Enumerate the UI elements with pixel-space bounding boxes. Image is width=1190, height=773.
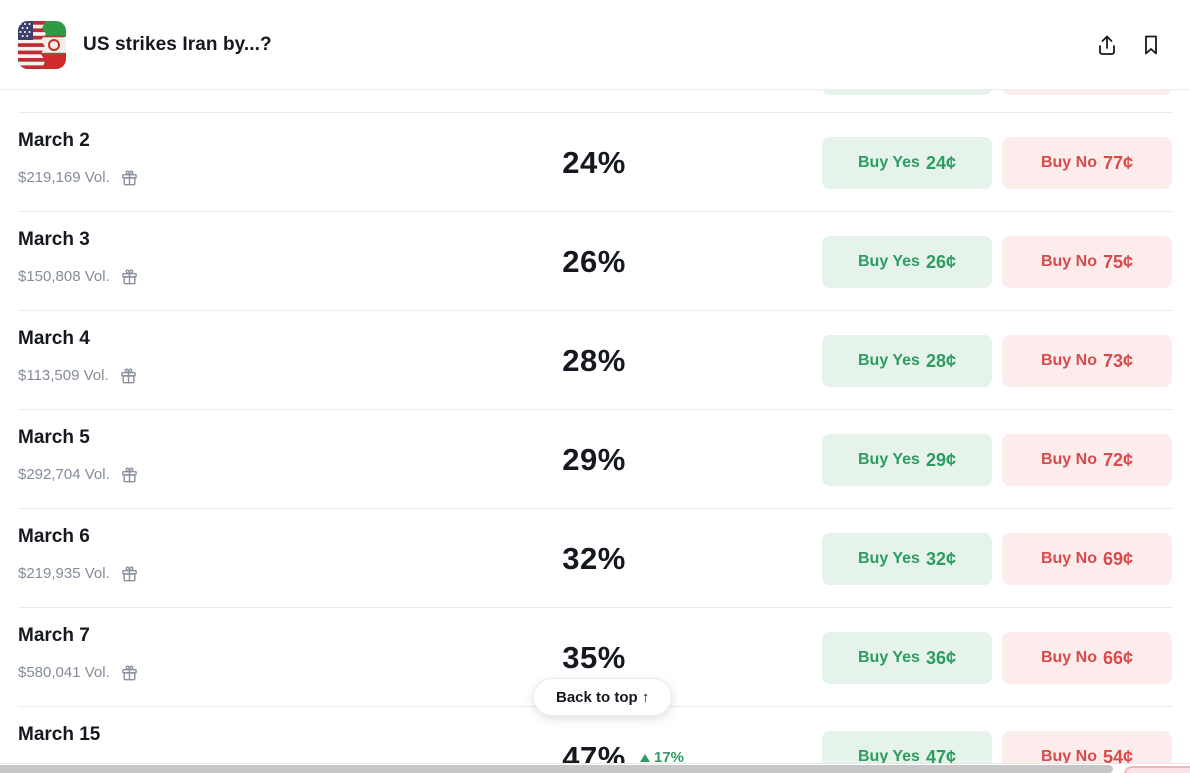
probability-value: 32% — [562, 540, 626, 576]
market-title: US strikes Iran by...? — [83, 34, 272, 55]
volume-label: $219,935 Vol. — [18, 565, 110, 582]
volume-label: $580,041 Vol. — [18, 664, 110, 681]
probability-value: 35% — [562, 639, 626, 675]
scrollbar-thumb[interactable] — [0, 765, 1113, 773]
gift-icon[interactable] — [121, 565, 138, 582]
outcome-date: March 3 — [18, 229, 90, 250]
peeking-pink-element — [1124, 766, 1190, 773]
table-row: March 3 $150,808 Vol. 26% Buy Yes 26¢ Buy… — [0, 212, 1190, 311]
gift-icon[interactable] — [120, 367, 137, 384]
probability-value: 24% — [562, 144, 626, 180]
buy-no-button[interactable]: Buy No 69¢ — [1002, 533, 1172, 585]
buy-yes-button[interactable]: Buy Yes 36¢ — [822, 632, 992, 684]
buy-yes-button[interactable]: Buy Yes 26¢ — [822, 236, 992, 288]
buy-no-button[interactable]: Buy No 66¢ — [1002, 632, 1172, 684]
buy-no-button[interactable]: Buy No 77¢ — [1002, 137, 1172, 189]
market-header: US strikes Iran by...? — [0, 0, 1190, 90]
buy-yes-button[interactable]: Buy Yes 32¢ — [822, 533, 992, 585]
volume-label: $113,509 Vol. — [18, 367, 109, 384]
back-to-top-button[interactable]: Back to top ↑ — [533, 678, 673, 716]
up-triangle-icon — [640, 753, 650, 762]
buy-no-button[interactable]: Buy No 75¢ — [1002, 236, 1172, 288]
probability-value: 28% — [562, 342, 626, 378]
volume-label: $292,704 Vol. — [18, 466, 110, 483]
outcome-date: March 7 — [18, 625, 90, 646]
price-change-value: 17% — [654, 749, 685, 766]
outcome-date: March 2 — [18, 130, 90, 151]
buy-no-button[interactable]: Buy No 72¢ — [1002, 434, 1172, 486]
outcome-date: March 5 — [18, 427, 90, 448]
outcome-date: March 15 — [18, 724, 101, 745]
market-image-us-iran-flags — [18, 21, 66, 69]
buy-no-button[interactable]: Buy No 73¢ — [1002, 335, 1172, 387]
bookmark-icon[interactable] — [1139, 33, 1163, 57]
probability-value: 29% — [562, 441, 626, 477]
buy-yes-button[interactable]: Buy Yes 28¢ — [822, 335, 992, 387]
gift-icon[interactable] — [121, 169, 138, 186]
horizontal-scrollbar — [0, 763, 1190, 773]
outcome-date: March 6 — [18, 526, 90, 547]
share-icon[interactable] — [1095, 33, 1119, 57]
probability-value: 26% — [562, 243, 626, 279]
table-row: March 6 $219,935 Vol. 32% Buy Yes 32¢ Buy… — [0, 509, 1190, 608]
table-row: March 4 $113,509 Vol. 28% Buy Yes 28¢ Buy… — [0, 311, 1190, 410]
gift-icon[interactable] — [121, 268, 138, 285]
volume-label: $219,169 Vol. — [18, 169, 110, 186]
table-row: March 7 $580,041 Vol. 35% Buy Yes 36¢ Buy… — [0, 608, 1190, 707]
gift-icon[interactable] — [121, 466, 138, 483]
table-row: March 5 $292,704 Vol. 29% Buy Yes 29¢ Buy… — [0, 410, 1190, 509]
table-row: March 2 $219,169 Vol. 24% Buy Yes 24¢ Buy… — [0, 113, 1190, 212]
price-change-indicator: 17% — [640, 749, 684, 766]
volume-label: $150,808 Vol. — [18, 268, 110, 285]
buy-yes-button[interactable]: Buy Yes 24¢ — [822, 137, 992, 189]
buy-yes-button[interactable]: Buy Yes 29¢ — [822, 434, 992, 486]
outcome-date: March 4 — [18, 328, 90, 349]
gift-icon[interactable] — [121, 664, 138, 681]
